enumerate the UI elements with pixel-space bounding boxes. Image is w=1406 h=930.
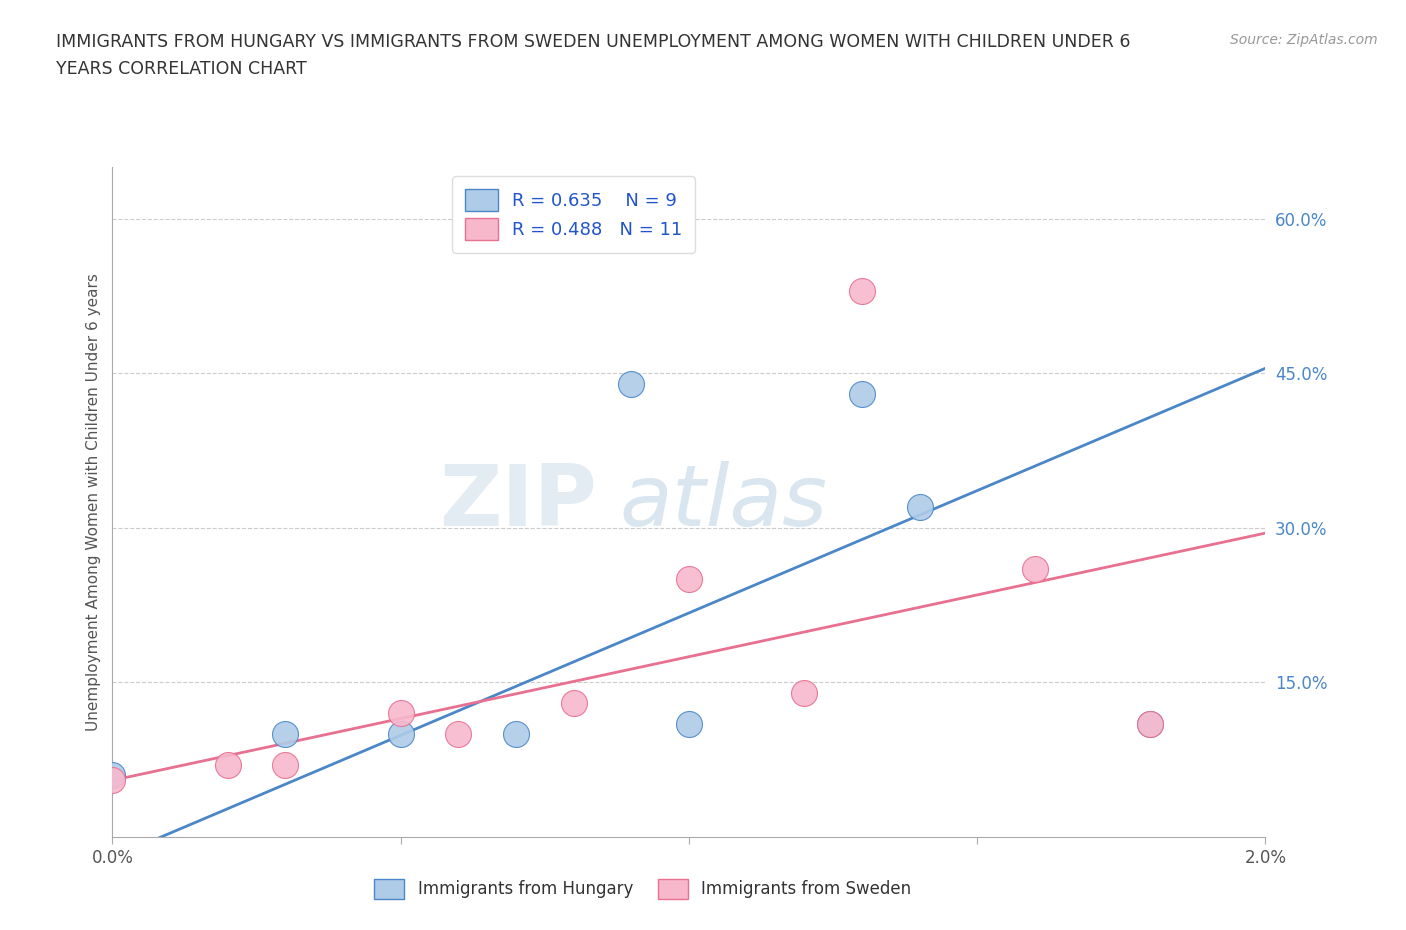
Point — [447, 726, 470, 741]
Text: Source: ZipAtlas.com: Source: ZipAtlas.com — [1230, 33, 1378, 46]
Text: YEARS CORRELATION CHART: YEARS CORRELATION CHART — [56, 60, 307, 78]
Point — [389, 706, 412, 721]
Point — [274, 757, 297, 772]
Point — [1139, 716, 1161, 731]
Point — [620, 377, 643, 392]
Point — [389, 726, 412, 741]
Point — [101, 773, 124, 788]
Legend: Immigrants from Hungary, Immigrants from Sweden: Immigrants from Hungary, Immigrants from… — [364, 869, 921, 909]
Point — [851, 284, 873, 299]
Point — [274, 726, 297, 741]
Point — [678, 716, 700, 731]
Text: atlas: atlas — [620, 460, 828, 544]
Y-axis label: Unemployment Among Women with Children Under 6 years: Unemployment Among Women with Children U… — [86, 273, 101, 731]
Point — [1024, 562, 1046, 577]
Text: ZIP: ZIP — [439, 460, 596, 544]
Point — [678, 572, 700, 587]
Point — [793, 685, 815, 700]
Point — [562, 696, 585, 711]
Text: IMMIGRANTS FROM HUNGARY VS IMMIGRANTS FROM SWEDEN UNEMPLOYMENT AMONG WOMEN WITH : IMMIGRANTS FROM HUNGARY VS IMMIGRANTS FR… — [56, 33, 1130, 50]
Point — [908, 500, 931, 515]
Point — [851, 387, 873, 402]
Point — [1139, 716, 1161, 731]
Point — [217, 757, 239, 772]
Point — [505, 726, 527, 741]
Point — [101, 768, 124, 783]
